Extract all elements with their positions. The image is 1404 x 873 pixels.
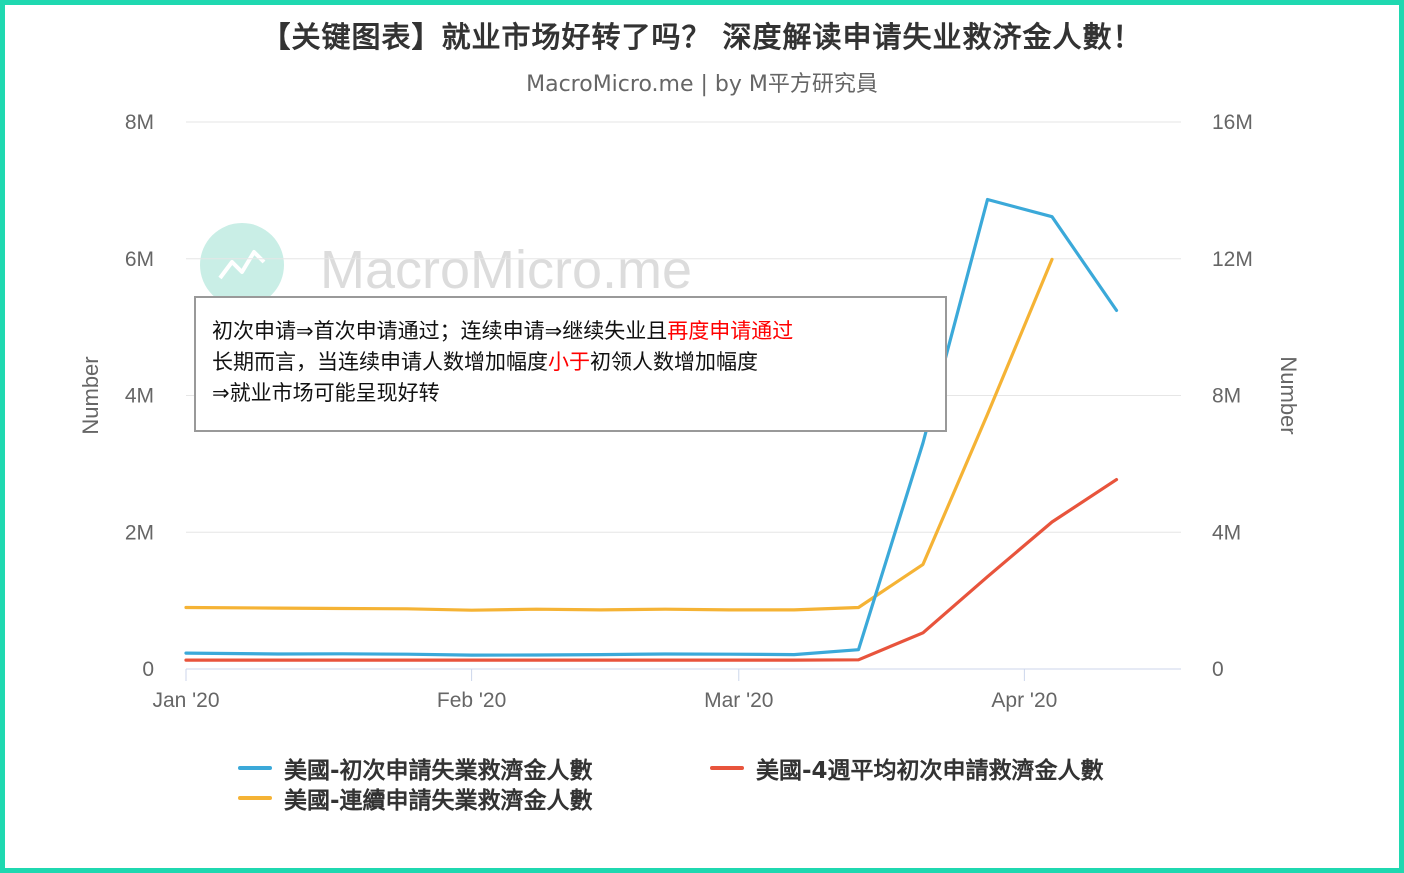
legend-label-4wk-average: 美國-4週平均初次申請救濟金人數 — [756, 758, 1104, 784]
annotation-line-2-text: 长期而言，当连续申请人数增加幅度 — [212, 350, 548, 374]
legend-swatch-4wk-average — [710, 766, 744, 770]
series-4wk-average — [184, 478, 1119, 662]
x-tick-label: Jan '20 — [152, 689, 219, 712]
y-right-tick-label: 0 — [1212, 658, 1224, 681]
legend-label-initial-claims: 美國-初次申請失業救濟金人數 — [284, 758, 593, 784]
annotation-line-1-highlight: 再度申请通过 — [667, 319, 794, 343]
y-left-tick-label: 0 — [142, 658, 154, 681]
legend-item-continuing-claims[interactable]: 美國-連續申請失業救濟金人數 — [238, 783, 593, 814]
y-left-tick-label: 8M — [125, 111, 154, 134]
watermark: MacroMicro.me — [200, 223, 692, 307]
legend-swatch-continuing-claims — [238, 796, 272, 800]
series-initial-claims — [184, 197, 1119, 657]
y-right-tick-label: 4M — [1212, 521, 1241, 544]
chart-subtitle: MacroMicro.me | by M平方研究員 — [526, 72, 878, 97]
y-right-tick-label: 12M — [1212, 248, 1253, 271]
series-continuing-claims — [184, 257, 1054, 612]
watermark-text: MacroMicro.me — [320, 240, 692, 300]
y-left-tick-label: 6M — [125, 248, 154, 271]
y-left-tick-label: 2M — [125, 521, 154, 544]
annotation-line-2-highlight: 小于 — [548, 350, 590, 374]
y-left-tick-label: 4M — [125, 385, 154, 408]
x-tick-label: Feb '20 — [437, 689, 506, 712]
annotation-line-3: ⇒就业市场可能呈现好转 — [212, 381, 440, 405]
watermark-logo — [200, 223, 284, 307]
legend-label-continuing-claims: 美國-連續申請失業救濟金人數 — [284, 788, 593, 814]
annotation-box: 初次申请⇒首次申请通过；连续申请⇒继续失业且再度申请通过 长期而言，当连续申请人… — [194, 296, 947, 432]
y-right-axis-title: Number — [1276, 356, 1301, 434]
watermark-logo-mark — [218, 250, 266, 280]
annotation-line-1-text: 初次申请⇒首次申请通过；连续申请⇒继续失业且 — [212, 319, 668, 343]
legend-swatch-initial-claims — [238, 766, 272, 770]
chart-title: 【关键图表】就业市场好转了吗？ 深度解读申请失业救济金人數！ — [261, 20, 1143, 54]
legend-item-4wk-average[interactable]: 美國-4週平均初次申請救濟金人數 — [710, 753, 1104, 784]
x-tick-label: Mar '20 — [704, 689, 773, 712]
legend-item-initial-claims[interactable]: 美國-初次申請失業救濟金人數 — [238, 753, 593, 784]
annotation-line-2: 长期而言，当连续申请人数增加幅度小于初领人数增加幅度 — [212, 347, 945, 378]
y-right-tick-label: 16M — [1212, 111, 1253, 134]
annotation-line-2-text-end: 初领人数增加幅度 — [590, 350, 758, 374]
y-right-tick-label: 8M — [1212, 385, 1241, 408]
y-left-axis-title: Number — [78, 356, 103, 434]
x-tick-label: Apr '20 — [991, 689, 1057, 712]
annotation-line-1: 初次申请⇒首次申请通过；连续申请⇒继续失业且再度申请通过 — [212, 316, 945, 347]
